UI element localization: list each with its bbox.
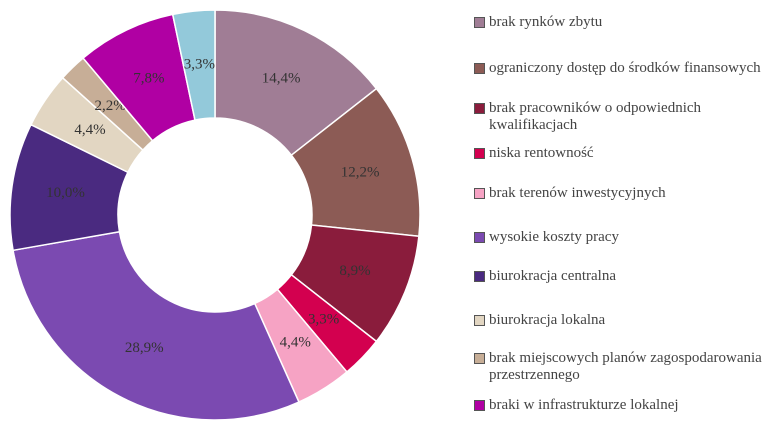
legend-label: ograniczony dostęp do środków finansowyc… xyxy=(489,60,761,76)
legend-label: biurokracja centralna xyxy=(489,268,617,284)
data-label: 4,4% xyxy=(280,334,311,350)
legend-item: biurokracja centralna xyxy=(474,268,774,285)
legend-label: wysokie koszty pracy xyxy=(489,229,619,245)
data-label: 28,9% xyxy=(125,340,164,356)
legend-item: brak pracowników o odpowiednich kwalifik… xyxy=(474,100,774,134)
legend-item: ograniczony dostęp do środków finansowyc… xyxy=(474,60,774,77)
legend-swatch xyxy=(474,315,485,326)
data-label: 2,2% xyxy=(94,98,125,114)
legend-label: brak pracowników o odpowiednich kwalifik… xyxy=(489,100,702,133)
legend-swatch xyxy=(474,148,485,159)
legend-item: brak terenów inwestycyjnych xyxy=(474,185,774,202)
legend-label: brak terenów inwestycyjnych xyxy=(489,185,666,201)
legend-label: brak rynków zbytu xyxy=(489,14,603,30)
legend-swatch xyxy=(474,232,485,243)
legend-item: brak rynków zbytu xyxy=(474,14,774,31)
data-label: 3,3% xyxy=(184,56,215,72)
slice xyxy=(214,9,378,157)
legend-swatch xyxy=(474,271,485,282)
data-label: 7,8% xyxy=(133,71,164,87)
chart: 14,4% 12,2% 8,9% 3,3% 4,4% 28,9% 10,0% 4,4% 2,2%… xyxy=(9,9,421,421)
data-label: 10,0% xyxy=(46,185,85,201)
legend-item: braki w infrastrukturze lokalnej xyxy=(474,397,774,414)
data-label: 14,4% xyxy=(262,71,301,87)
legend-label: biurokracja lokalna xyxy=(489,312,606,328)
legend-item: biurokracja lokalna xyxy=(474,312,774,329)
legend-swatch xyxy=(474,63,485,74)
legend-item: niska rentowność xyxy=(474,145,774,162)
data-label: 4,4% xyxy=(74,122,105,138)
legend-label: niska rentowność xyxy=(489,145,594,161)
slice xyxy=(171,9,216,121)
legend-swatch xyxy=(474,188,485,199)
legend-swatch xyxy=(474,103,485,114)
legend-label: brak miejscowych planów zagospodarowania… xyxy=(489,350,762,383)
legend-item: brak miejscowych planów zagospodarowania… xyxy=(474,350,774,384)
legend-swatch xyxy=(474,17,485,28)
data-label: 12,2% xyxy=(341,165,380,181)
legend-swatch xyxy=(474,353,485,364)
legend-swatch xyxy=(474,400,485,411)
data-label: 8,9% xyxy=(339,263,370,279)
slice xyxy=(12,230,300,421)
legend-item: wysokie koszty pracy xyxy=(474,229,774,246)
data-label: 3,3% xyxy=(308,311,339,327)
legend-label: braki w infrastrukturze lokalnej xyxy=(489,397,679,413)
